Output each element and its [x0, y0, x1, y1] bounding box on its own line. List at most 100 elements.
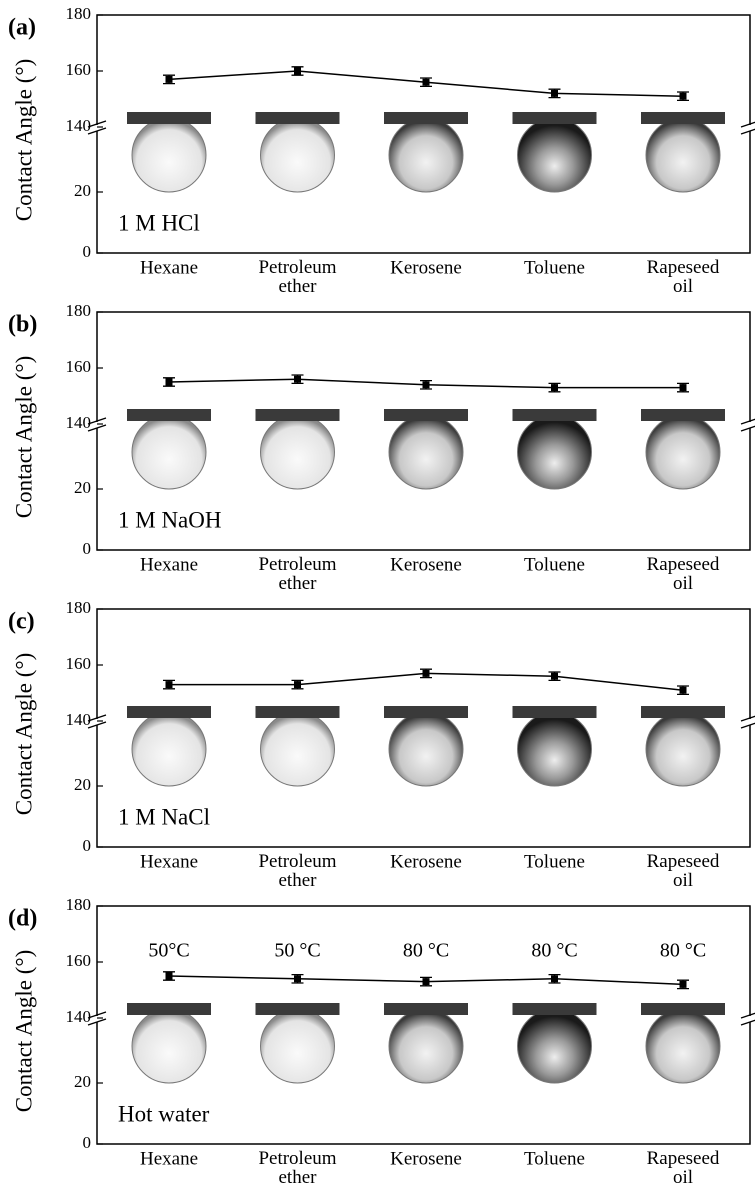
- data-point: [551, 672, 558, 680]
- droplet: [388, 414, 464, 490]
- axis-break-gap: [94, 719, 100, 725]
- data-point: [551, 89, 558, 97]
- y-tick-label: 160: [66, 951, 92, 970]
- data-point: [422, 978, 430, 986]
- droplet: [131, 414, 207, 490]
- panel-label: (b): [8, 312, 37, 338]
- y-tick-label: 160: [66, 654, 92, 673]
- y-tick-label: 0: [83, 242, 92, 261]
- needle-plate: [512, 1003, 597, 1015]
- axis-break-mark: [87, 424, 107, 432]
- x-tick-label: Kerosene: [390, 1148, 462, 1169]
- needle-plate: [127, 1003, 211, 1015]
- x-tick-label: Toluene: [524, 257, 585, 278]
- axis-break-mark: [740, 715, 755, 722]
- y-axis-label: Contact Angle (°): [11, 59, 36, 222]
- annotation: 80 °C: [403, 940, 449, 962]
- droplet: [517, 711, 592, 787]
- condition-label: 1 M NaCl: [118, 804, 210, 829]
- x-tick-label: Hexane: [140, 1148, 198, 1169]
- data-point: [422, 669, 430, 677]
- panel: 0 20 140 160 180 (b) Contact Angle (°) 1 M NaOH…: [8, 301, 755, 594]
- x-tick-label: Kerosene: [390, 851, 462, 872]
- droplet: [260, 1008, 335, 1084]
- y-tick-label: 20: [74, 775, 91, 794]
- data-point: [679, 384, 687, 392]
- needle-plate: [512, 409, 597, 421]
- droplet: [645, 414, 721, 490]
- droplet: [260, 117, 335, 193]
- data-point: [294, 975, 301, 983]
- axis-break-mark: [87, 1018, 107, 1026]
- panel-label: (d): [8, 906, 37, 932]
- droplet: [260, 711, 335, 787]
- needle-plate: [384, 1003, 468, 1015]
- data-point: [679, 92, 687, 100]
- droplet: [645, 117, 721, 193]
- x-tick-label: Kerosene: [390, 554, 462, 575]
- axis-break-mark: [740, 425, 755, 432]
- needle-plate: [641, 409, 725, 421]
- droplet: [131, 711, 207, 787]
- axis-break-gap: [747, 719, 753, 725]
- data-point: [165, 378, 173, 386]
- needle-plate: [641, 112, 725, 124]
- needle-plate: [255, 409, 340, 421]
- plot-frame: [96, 311, 751, 551]
- y-tick-label: 0: [83, 836, 92, 855]
- x-tick-label: Rapeseed oil: [647, 554, 720, 594]
- needle-plate: [384, 409, 468, 421]
- axis-break-mark: [87, 127, 107, 135]
- needle-plate: [384, 112, 468, 124]
- panel-label: (c): [8, 609, 35, 635]
- data-point: [165, 681, 173, 689]
- data-point: [165, 972, 173, 980]
- y-tick-label: 180: [66, 895, 92, 914]
- droplet: [517, 414, 592, 490]
- y-tick-label: 180: [66, 598, 92, 617]
- needle-plate: [255, 1003, 340, 1015]
- y-tick-label: 140: [66, 710, 92, 729]
- y-tick-label: 160: [66, 60, 92, 79]
- x-tick-label: Kerosene: [390, 257, 462, 278]
- droplet: [645, 711, 721, 787]
- annotation: 50 °C: [274, 940, 320, 962]
- condition-label: Hot water: [118, 1101, 210, 1126]
- data-point: [551, 384, 558, 392]
- annotation: 80 °C: [531, 940, 577, 962]
- axis-break-mark: [740, 722, 755, 729]
- axis-break-mark: [740, 128, 755, 135]
- axis-break-mark: [740, 121, 755, 128]
- axis-break-mark: [740, 1012, 755, 1019]
- droplet: [645, 1008, 721, 1084]
- x-tick-label: Toluene: [524, 554, 585, 575]
- panel: 0 20 140 160 180 (a) Contact Angle (°) 1 M HCl H…: [8, 4, 755, 297]
- y-axis-label: Contact Angle (°): [11, 653, 36, 816]
- x-tick-label: Petroleum ether: [258, 257, 336, 297]
- x-tick-label: Hexane: [140, 851, 198, 872]
- axis-break-gap: [94, 1016, 100, 1022]
- condition-label: 1 M HCl: [118, 210, 200, 235]
- condition-label: 1 M NaOH: [118, 507, 222, 532]
- panel: 0 20 140 160 180 (d) Contact Angle (°) Hot wate…: [8, 895, 755, 1188]
- needle-plate: [512, 706, 597, 718]
- plot-frame: [96, 608, 751, 848]
- x-tick-label: Toluene: [524, 1148, 585, 1169]
- needle-plate: [641, 706, 725, 718]
- droplet: [517, 1008, 592, 1084]
- droplet: [388, 1008, 464, 1084]
- droplet: [388, 117, 464, 193]
- needle-plate: [127, 112, 211, 124]
- panel-label: (a): [8, 15, 36, 41]
- panel: 0 20 140 160 180 (c) Contact Angle (°) 1 M NaCl…: [8, 598, 755, 891]
- axis-break-mark: [87, 120, 107, 128]
- y-axis-label: Contact Angle (°): [11, 356, 36, 519]
- axis-break-gap: [94, 125, 100, 131]
- x-tick-label: Petroleum ether: [258, 554, 336, 594]
- axis-break-gap: [747, 1016, 753, 1022]
- axis-break-mark: [87, 417, 107, 425]
- droplet: [260, 414, 335, 490]
- data-point: [294, 375, 301, 383]
